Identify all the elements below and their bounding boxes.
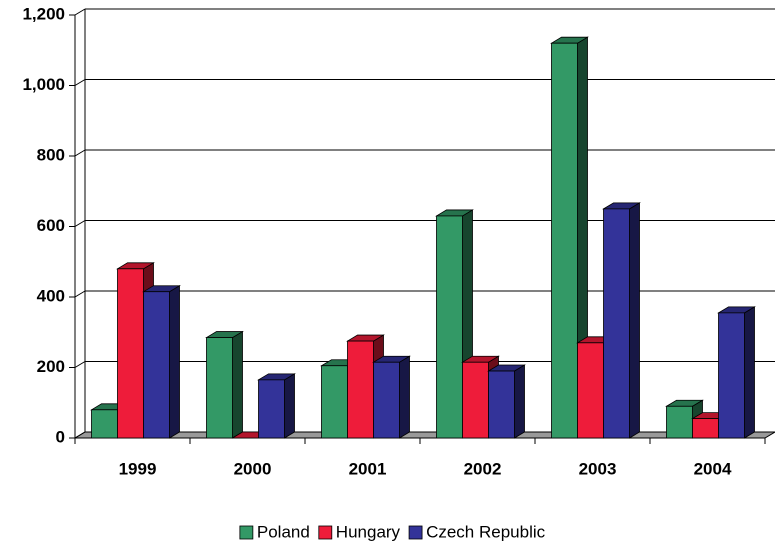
y-tick-label: 800 — [37, 145, 65, 164]
bar-group — [142, 285, 181, 439]
bar-group — [602, 202, 641, 439]
bar — [577, 342, 604, 439]
bar-side — [514, 364, 525, 439]
bar — [258, 379, 285, 439]
x-tick-label: 1999 — [119, 459, 157, 478]
legend-swatch — [318, 525, 333, 540]
x-tick-label: 2003 — [579, 459, 617, 478]
x-tick-label: 2002 — [464, 459, 502, 478]
bar — [117, 268, 144, 439]
bar — [603, 208, 630, 439]
bar-group — [372, 355, 411, 439]
y-tick-label: 0 — [56, 427, 65, 446]
x-tick-label: 2001 — [349, 459, 387, 478]
legend-label: Poland — [257, 522, 310, 541]
bar-side — [629, 202, 640, 439]
bar-group — [205, 330, 244, 439]
bar — [462, 361, 489, 439]
bar-side — [169, 285, 180, 439]
bar — [692, 418, 719, 439]
bar — [206, 337, 233, 439]
legend-swatch — [408, 525, 423, 540]
y-tick-label: 1,200 — [22, 4, 65, 23]
y-tick-label: 1,000 — [22, 75, 65, 94]
y-tick-label: 200 — [37, 357, 65, 376]
bar — [436, 215, 463, 439]
bar-group — [550, 36, 589, 439]
bar — [143, 291, 170, 439]
bar — [488, 370, 515, 439]
bar-side — [399, 355, 410, 439]
grid-line-diag — [74, 79, 86, 86]
y-tick-label: 400 — [37, 286, 65, 305]
bar — [666, 405, 693, 439]
grid-line-diag — [74, 290, 86, 298]
legend-swatch — [239, 525, 254, 540]
bar — [551, 42, 578, 439]
bar — [321, 365, 348, 439]
bar-group — [257, 373, 296, 439]
grid-line-diag — [74, 220, 86, 227]
legend-label: Czech Republic — [426, 522, 546, 541]
bar-side — [232, 330, 243, 439]
legend: Poland Hungary Czech Republic — [239, 522, 546, 541]
x-tick-label: 2000 — [234, 459, 272, 478]
bar — [91, 409, 118, 439]
bar-group — [487, 364, 526, 439]
bar — [373, 361, 400, 439]
bar-side — [744, 306, 755, 439]
grid-line-diag — [74, 361, 86, 368]
grid-line-diag — [74, 149, 86, 157]
legend-label: Hungary — [336, 522, 401, 541]
x-tick-label: 2004 — [694, 459, 732, 478]
grid-line-diag — [74, 8, 86, 16]
bar — [347, 340, 374, 439]
bar-side — [284, 373, 295, 439]
bar — [718, 312, 745, 439]
grid-line-diag — [74, 431, 86, 439]
y-tick-label: 600 — [37, 216, 65, 235]
bar-group — [717, 306, 756, 439]
